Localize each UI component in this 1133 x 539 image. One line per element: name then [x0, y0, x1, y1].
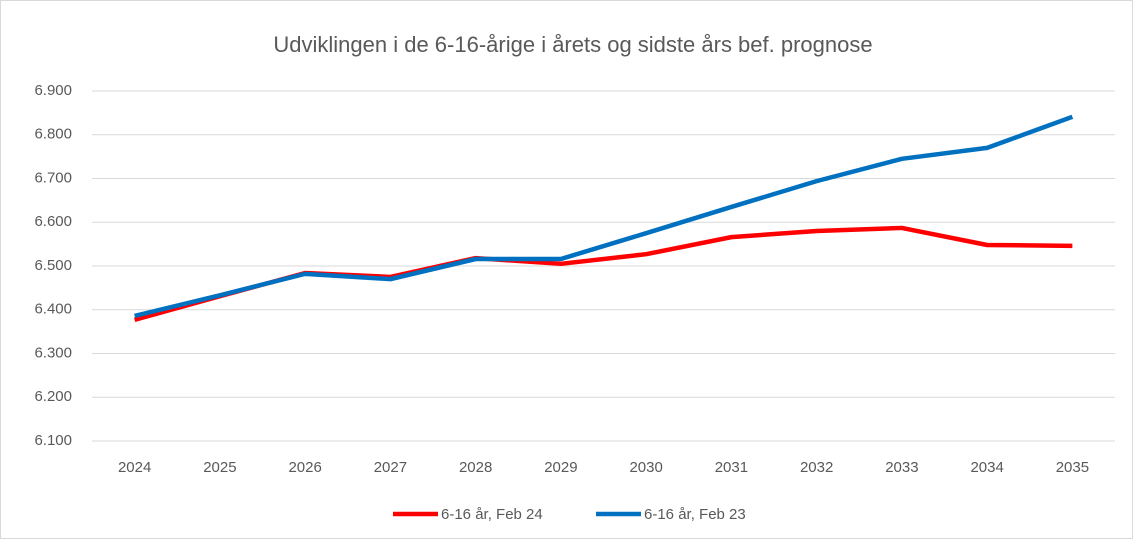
- y-tick-label: 6.800: [34, 126, 72, 143]
- legend-label: 6-16 år, Feb 24: [441, 506, 543, 523]
- x-tick-label: 2025: [203, 459, 236, 476]
- x-tick-label: 2034: [970, 459, 1003, 476]
- x-tick-label: 2031: [715, 459, 748, 476]
- y-tick-label: 6.300: [34, 344, 72, 361]
- y-tick-label: 6.500: [34, 257, 72, 274]
- series-line: [134, 114, 1074, 319]
- y-tick-label: 6.700: [34, 169, 72, 186]
- y-tick-label: 6.200: [34, 388, 72, 405]
- x-tick-label: 2027: [374, 459, 407, 476]
- x-tick-label: 2029: [544, 459, 577, 476]
- y-tick-label: 6.900: [34, 82, 72, 99]
- y-tick-label: 6.100: [34, 432, 72, 449]
- y-tick-label: 6.600: [34, 213, 72, 230]
- x-tick-label: 2024: [118, 459, 151, 476]
- x-tick-label: 2030: [629, 459, 662, 476]
- x-tick-label: 2028: [459, 459, 492, 476]
- y-tick-label: 6.400: [34, 301, 72, 318]
- chart-title: Udviklingen i de 6-16-årige i årets og s…: [273, 32, 872, 57]
- x-tick-label: 2026: [288, 459, 321, 476]
- legend-label: 6-16 år, Feb 23: [644, 506, 746, 523]
- x-tick-label: 2032: [800, 459, 833, 476]
- x-tick-label: 2035: [1056, 459, 1089, 476]
- x-tick-label: 2033: [885, 459, 918, 476]
